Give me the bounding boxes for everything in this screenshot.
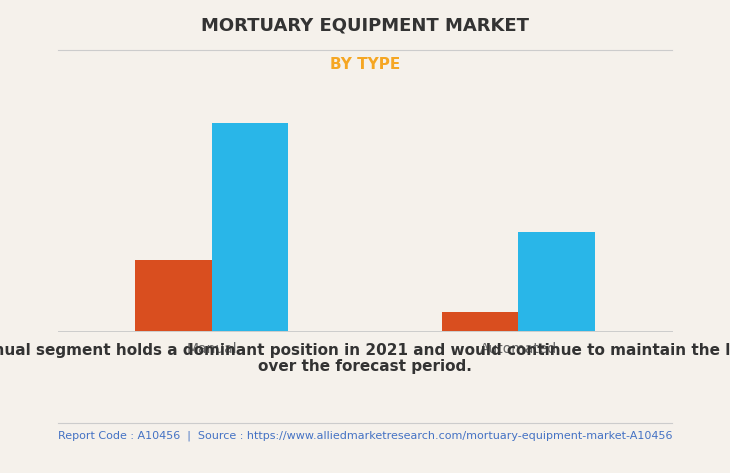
Bar — [518, 232, 595, 331]
Text: MORTUARY EQUIPMENT MARKET: MORTUARY EQUIPMENT MARKET — [201, 17, 529, 35]
Text: BY TYPE: BY TYPE — [330, 57, 400, 72]
Bar — [442, 312, 518, 331]
Text: over the forecast period.: over the forecast period. — [258, 359, 472, 375]
Text: Manual segment holds a dominant position in 2021 and would continue to maintain : Manual segment holds a dominant position… — [0, 343, 730, 358]
Text: Report Code : A10456  |  Source : https://www.alliedmarketresearch.com/mortuary-: Report Code : A10456 | Source : https://… — [58, 430, 672, 441]
Bar — [135, 260, 212, 331]
Bar — [212, 123, 288, 331]
